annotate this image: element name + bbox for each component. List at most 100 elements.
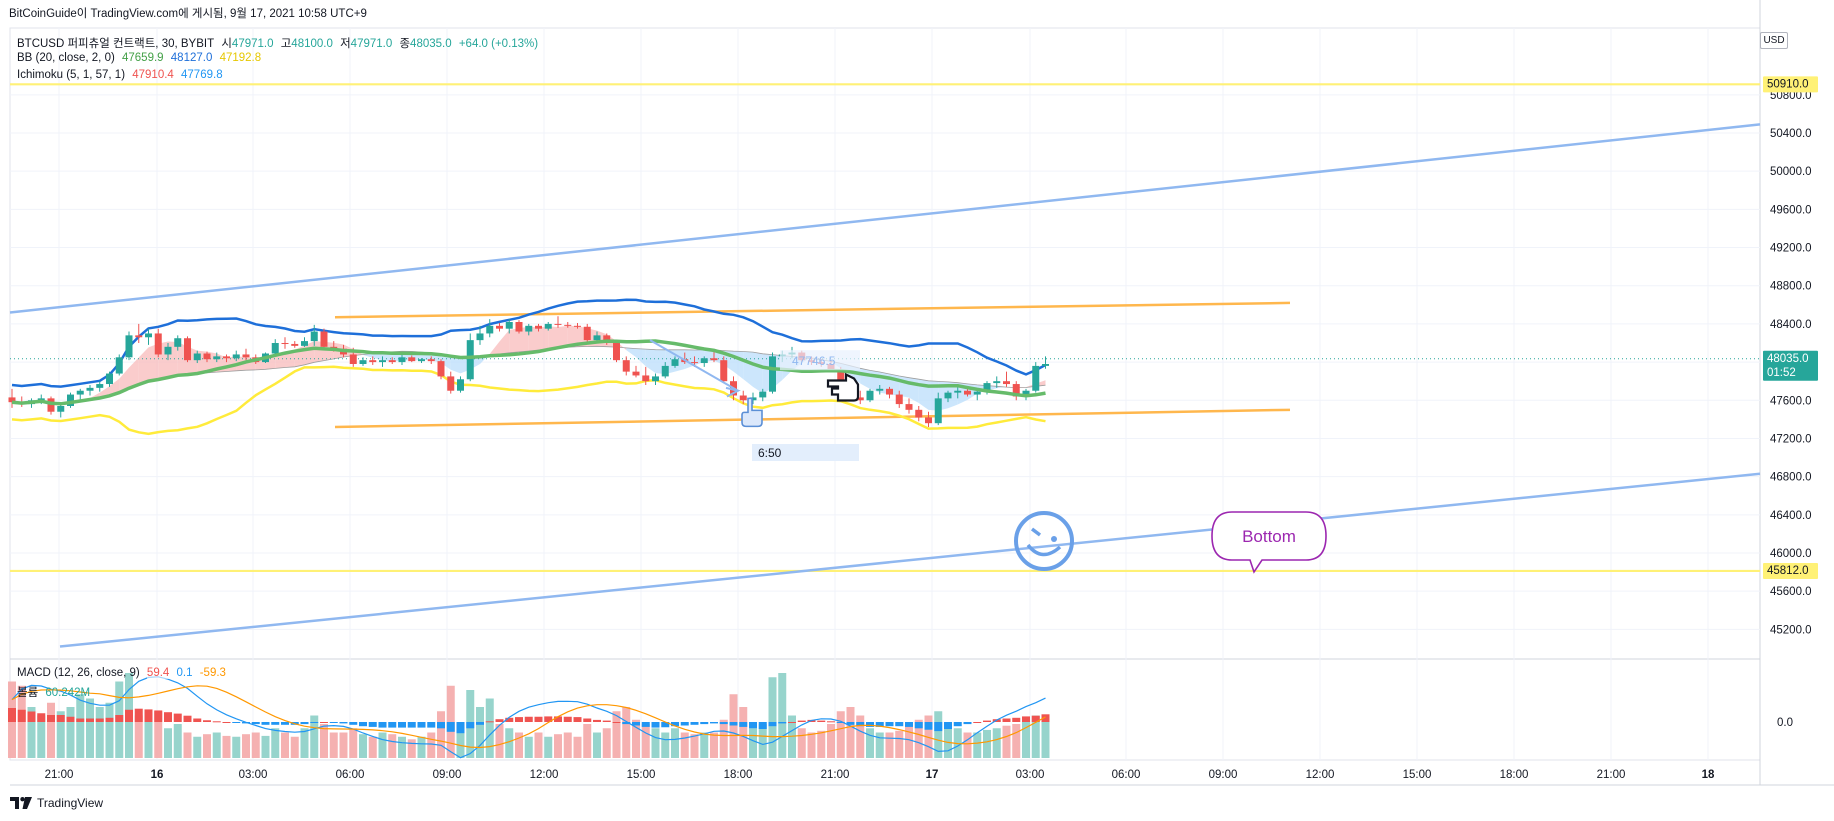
candle[interactable] [895, 390, 903, 408]
candle[interactable] [661, 362, 669, 379]
candle[interactable] [203, 351, 211, 363]
candle[interactable] [876, 385, 884, 395]
candle[interactable] [193, 350, 201, 364]
candle[interactable] [1012, 381, 1020, 401]
candle[interactable] [544, 322, 552, 331]
candle[interactable] [271, 339, 279, 357]
candle[interactable] [1042, 356, 1049, 369]
candle[interactable] [934, 392, 942, 426]
currency-badge[interactable]: USD [1760, 32, 1788, 49]
candle[interactable] [574, 322, 581, 329]
candle[interactable] [564, 322, 572, 328]
candle[interactable] [457, 376, 464, 393]
candle[interactable] [242, 348, 250, 361]
candle[interactable] [427, 356, 435, 364]
candle[interactable] [125, 331, 133, 361]
candle[interactable] [856, 390, 864, 405]
candle[interactable] [301, 337, 308, 347]
candle[interactable] [447, 371, 455, 394]
candle[interactable] [76, 388, 84, 401]
candle[interactable] [535, 323, 542, 332]
candle[interactable] [1032, 362, 1040, 393]
candle[interactable] [583, 323, 591, 343]
candle[interactable] [759, 388, 767, 402]
candle[interactable] [905, 398, 913, 414]
ichimoku-legend[interactable]: Ichimoku (5, 1, 57, 1) 47910.4 47769.8 [17, 69, 227, 81]
candle[interactable] [710, 350, 718, 363]
channel-upper-line[interactable] [9, 123, 1761, 314]
bb-basis-line[interactable] [11, 339, 1046, 406]
macd-pane[interactable] [8, 673, 1050, 759]
candle[interactable] [223, 354, 230, 363]
candle[interactable] [671, 356, 679, 368]
candle[interactable] [213, 352, 221, 363]
candle[interactable] [886, 386, 893, 399]
candle[interactable] [554, 316, 562, 328]
candle[interactable] [613, 340, 620, 363]
bb-legend[interactable]: BB (20, close, 2, 0) 47659.9 48127.0 471… [17, 52, 265, 64]
candle[interactable] [8, 388, 16, 408]
candle[interactable] [281, 337, 289, 349]
candle[interactable] [476, 325, 484, 345]
candle[interactable] [96, 381, 104, 392]
bb-lower-band[interactable] [11, 365, 1046, 436]
price-pane[interactable]: 47746.5 6:50 Bottom [8, 83, 1761, 648]
bb-upper-band[interactable] [11, 298, 1047, 388]
macd-legend[interactable]: MACD (12, 26, close, 9) 59.4 0.1 -59.3 [17, 667, 230, 679]
candle[interactable] [749, 392, 757, 405]
level-low-badge[interactable]: 45812.0 [1763, 562, 1818, 579]
candle[interactable] [408, 355, 416, 363]
candle[interactable] [388, 357, 396, 364]
candle[interactable] [525, 323, 533, 336]
candle[interactable] [418, 358, 425, 364]
level-high-badge[interactable]: 50910.0 [1763, 76, 1818, 93]
candle[interactable] [320, 328, 328, 349]
candle[interactable] [67, 392, 74, 408]
candle[interactable] [115, 354, 123, 376]
candle[interactable] [515, 320, 523, 334]
candle[interactable] [379, 356, 386, 367]
pointer-hand-icon[interactable] [741, 397, 763, 428]
candle[interactable] [145, 328, 152, 345]
footer-brand[interactable]: TradingView [10, 796, 103, 810]
candle[interactable] [154, 328, 162, 358]
candle[interactable] [232, 350, 240, 362]
candle[interactable] [164, 343, 172, 361]
candle[interactable] [739, 390, 747, 405]
candle[interactable] [359, 357, 367, 366]
candle[interactable] [769, 352, 776, 394]
candle[interactable] [505, 319, 513, 334]
candle[interactable] [486, 319, 494, 338]
candle[interactable] [720, 356, 728, 384]
last-price-badge[interactable]: 48035.0 01:52 [1763, 350, 1818, 381]
candle[interactable] [652, 373, 659, 385]
candle[interactable] [174, 335, 182, 351]
candle[interactable] [86, 385, 94, 396]
candle[interactable] [925, 411, 932, 427]
candle[interactable] [47, 396, 55, 415]
candle[interactable] [632, 365, 640, 378]
candle[interactable] [944, 390, 952, 403]
candle[interactable] [57, 404, 65, 418]
candle[interactable] [915, 406, 923, 422]
candle[interactable] [993, 376, 1001, 388]
candle[interactable] [603, 333, 611, 345]
range-upper-line[interactable] [334, 301, 1291, 319]
macd-signal-line[interactable] [11, 685, 1046, 749]
volume-legend[interactable]: 볼륨 60.242M [17, 684, 94, 700]
macd-line[interactable] [11, 676, 1046, 759]
bottom-callout[interactable]: Bottom [1211, 511, 1327, 574]
candle[interactable] [1003, 371, 1010, 387]
symbol-legend[interactable]: BTCUSD 퍼피츄얼 컨트랙트, 30, BYBIT 시47971.0 고48… [17, 35, 542, 51]
candle[interactable] [437, 359, 445, 380]
candle[interactable] [954, 386, 962, 399]
pointing-hand-icon[interactable] [826, 372, 860, 402]
candle[interactable] [135, 323, 143, 343]
candle[interactable] [184, 336, 191, 363]
channel-lower-line[interactable] [59, 472, 1761, 648]
candle[interactable] [369, 356, 377, 365]
candle[interactable] [106, 371, 113, 387]
candle[interactable] [622, 356, 630, 376]
emoji-face-icon[interactable] [1014, 511, 1074, 571]
